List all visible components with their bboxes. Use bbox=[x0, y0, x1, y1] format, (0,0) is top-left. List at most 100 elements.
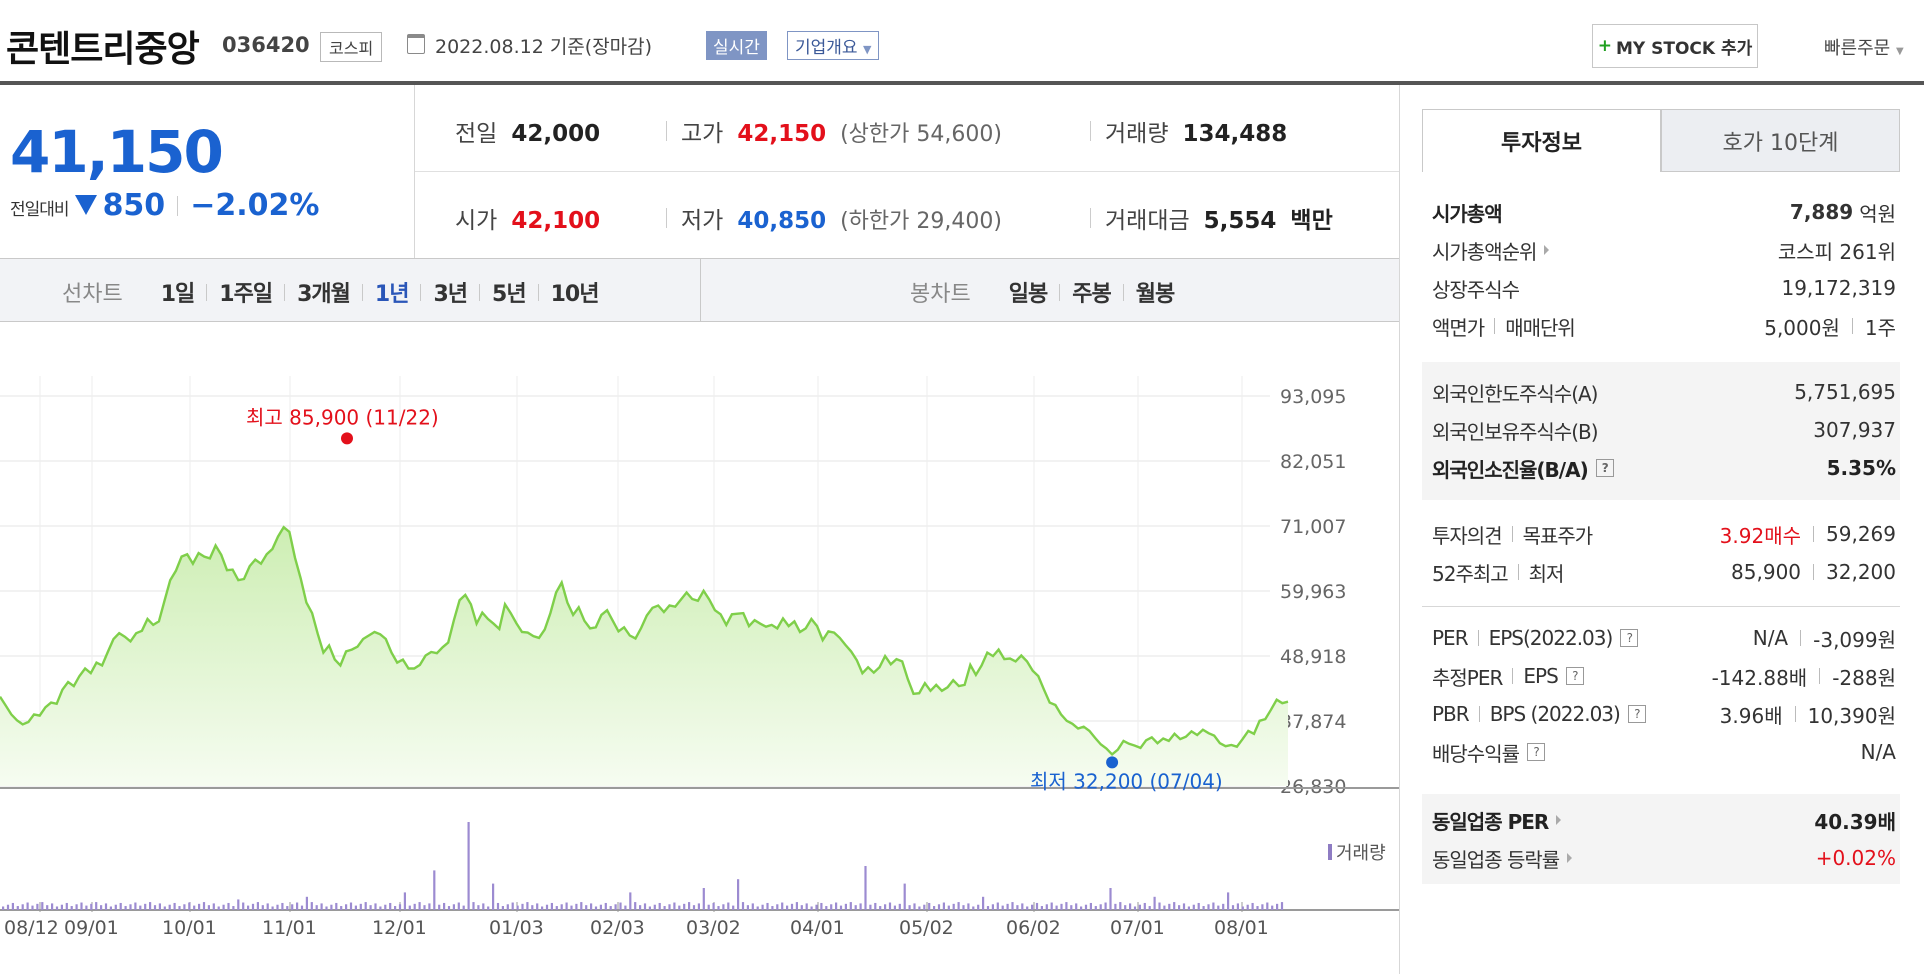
info-group-foreign: 외국인한도주식수(A) 5,751,695 외국인보유주식수(B) 307,93… bbox=[1422, 362, 1900, 500]
low-label: 최저 32,200 (07/04) bbox=[1030, 769, 1223, 793]
divider bbox=[1122, 283, 1124, 301]
volume-bar bbox=[1207, 904, 1210, 910]
volume-bar bbox=[1266, 902, 1269, 910]
divider bbox=[1794, 706, 1796, 722]
volume-bar bbox=[629, 892, 632, 910]
chevron-down-icon: ▼ bbox=[862, 43, 872, 56]
volume-bar bbox=[1119, 902, 1122, 910]
chevron-right-icon bbox=[1544, 245, 1550, 255]
volume-bar bbox=[648, 906, 651, 910]
volume-bar bbox=[158, 903, 161, 910]
volume-bar bbox=[364, 902, 367, 910]
quick-order-button[interactable]: 빠른주문 ▼ bbox=[1824, 34, 1904, 60]
divider bbox=[1477, 630, 1479, 646]
volume-bar bbox=[982, 896, 985, 910]
tab-5y[interactable]: 5년 bbox=[492, 282, 527, 307]
x-tick-label: 01/03 bbox=[489, 917, 544, 939]
volume-bar bbox=[614, 904, 617, 910]
high-marker bbox=[341, 432, 353, 445]
help-icon[interactable]: ? bbox=[1527, 743, 1545, 761]
help-icon[interactable]: ? bbox=[1565, 667, 1584, 685]
volume-bar bbox=[1060, 903, 1063, 910]
volume-bar bbox=[438, 904, 441, 910]
tab-weekly[interactable]: 주봉 bbox=[1072, 282, 1111, 307]
volume-bar bbox=[815, 904, 818, 910]
volume-bar bbox=[570, 905, 573, 910]
volume-bar bbox=[403, 892, 406, 910]
volume-bar bbox=[423, 905, 426, 910]
add-my-stock-button[interactable]: + MY STOCK 추가 bbox=[1592, 24, 1758, 68]
volume-bar bbox=[1031, 904, 1034, 910]
shares-label: 상장주식수 bbox=[1432, 277, 1520, 302]
divider bbox=[1517, 564, 1519, 580]
volume-bar bbox=[1094, 906, 1097, 910]
info-group-opinion: 투자의견 목표주가 3.92매수 59,269 52주최고 최저 85,900 32,2… bbox=[1422, 510, 1900, 600]
volume-bar bbox=[585, 905, 588, 910]
opinion-label: 투자의견 bbox=[1432, 523, 1503, 548]
sector-per-link[interactable]: 동일업종 PER bbox=[1432, 806, 1562, 835]
info-group-valuation: PER EPS(2022.03)? N/A -3,099원 추정PER EPS? -1… bbox=[1422, 614, 1900, 784]
volume-bar bbox=[531, 905, 534, 910]
volume-bar bbox=[967, 903, 970, 910]
volume-bar bbox=[599, 904, 602, 910]
tab-1w[interactable]: 1주일 bbox=[219, 282, 273, 307]
divider bbox=[1090, 208, 1091, 228]
realtime-button[interactable]: 실시간 bbox=[706, 31, 767, 60]
target-label: 목표주가 bbox=[1522, 523, 1594, 548]
tab-3m[interactable]: 3개월 bbox=[297, 282, 351, 307]
volume-bar bbox=[354, 905, 357, 910]
help-icon[interactable]: ? bbox=[1627, 705, 1646, 723]
volume-bar bbox=[663, 906, 666, 910]
volume-bar bbox=[359, 903, 362, 910]
volume-bar bbox=[874, 902, 877, 910]
stat-value: 42,150 bbox=[737, 121, 827, 147]
volume-bar bbox=[643, 903, 647, 910]
tab-1y[interactable]: 1년 bbox=[374, 282, 410, 307]
volume-bar bbox=[565, 902, 568, 910]
help-icon[interactable]: ? bbox=[1595, 459, 1614, 477]
price-chart[interactable]: 93,09582,05171,00759,96348,91837,87426,8… bbox=[0, 322, 1399, 974]
tab-monthly[interactable]: 월봉 bbox=[1135, 282, 1175, 307]
volume-bar bbox=[506, 904, 509, 910]
volume-bar bbox=[580, 902, 583, 910]
volume-bar bbox=[624, 905, 627, 910]
corp-overview-dropdown[interactable]: 기업개요 ▼ bbox=[787, 31, 880, 60]
volume-bar bbox=[266, 903, 269, 910]
volume-bar bbox=[291, 904, 294, 910]
volume-bar bbox=[658, 902, 661, 910]
volume-bar bbox=[590, 903, 593, 910]
volume-bar bbox=[541, 906, 544, 910]
x-tick-label: 10/01 bbox=[162, 917, 217, 939]
stat-label: 저가 bbox=[681, 208, 724, 234]
volume-bar bbox=[854, 905, 857, 910]
volume-bar bbox=[55, 906, 59, 910]
tab-daily[interactable]: 일봉 bbox=[1008, 282, 1048, 307]
volume-bar bbox=[1001, 905, 1004, 910]
sector-rate-label: 동일업종 등락률 bbox=[1432, 847, 1560, 872]
tab-1d[interactable]: 1일 bbox=[160, 282, 196, 307]
tab-invest-info[interactable]: 투자정보 bbox=[1422, 109, 1661, 172]
cap-rank-label: 시가총액순위 bbox=[1432, 239, 1537, 264]
volume-bar bbox=[1251, 902, 1254, 910]
price-line bbox=[0, 525, 1289, 757]
cap-rank-link[interactable]: 시가총액순위 bbox=[1432, 236, 1550, 265]
divider bbox=[1800, 630, 1802, 646]
volume-bar bbox=[193, 905, 196, 910]
change-rate: −2.02% bbox=[190, 188, 320, 223]
help-icon[interactable]: ? bbox=[1620, 629, 1639, 647]
volume-bar bbox=[300, 905, 304, 910]
sector-rate-link[interactable]: 동일업종 등락률 bbox=[1432, 844, 1573, 873]
volume-bar bbox=[1197, 902, 1200, 910]
x-tick-label: 06/02 bbox=[1006, 917, 1061, 939]
volume-bar bbox=[227, 902, 230, 910]
per-label: PER bbox=[1432, 626, 1469, 650]
volume-bar bbox=[795, 902, 798, 910]
divider bbox=[666, 208, 667, 228]
tab-3y[interactable]: 3년 bbox=[433, 282, 468, 307]
dividend-label: 배당수익률 bbox=[1432, 741, 1520, 766]
volume-bar bbox=[741, 902, 745, 910]
tab-hoga-10[interactable]: 호가 10단계 bbox=[1661, 109, 1900, 172]
volume-bar bbox=[1148, 906, 1151, 910]
volume-bar bbox=[761, 904, 764, 910]
tab-10y[interactable]: 10년 bbox=[550, 282, 600, 307]
